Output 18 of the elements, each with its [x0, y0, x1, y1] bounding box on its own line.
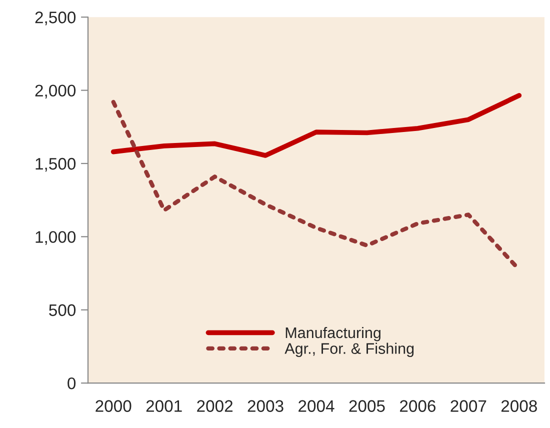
- legend-label: Agr., For. & Fishing: [284, 342, 414, 357]
- x-tick-label: 2004: [298, 400, 334, 412]
- x-tick-label: 2000: [96, 400, 132, 412]
- x-tick-label: 2007: [450, 400, 486, 412]
- x-tick-label: 2002: [197, 400, 233, 412]
- legend-label: Manufacturing: [286, 326, 380, 342]
- y-tick-label: 500: [49, 304, 76, 316]
- line-series: [110, 93, 522, 158]
- x-tick-label: 2005: [349, 400, 385, 412]
- y-tick-label: 0: [68, 377, 76, 390]
- x-tick-label: 2006: [400, 400, 436, 412]
- y-tick-label: 2,500: [35, 12, 76, 26]
- x-tick-label: 2003: [248, 400, 284, 412]
- y-tick-label: 2,000: [35, 84, 76, 98]
- y-tick-label: 1,000: [36, 231, 76, 245]
- x-tick-label: 2001: [146, 400, 182, 412]
- x-tick-label: 2008: [501, 400, 537, 412]
- y-tick-label: 1,500: [36, 158, 76, 172]
